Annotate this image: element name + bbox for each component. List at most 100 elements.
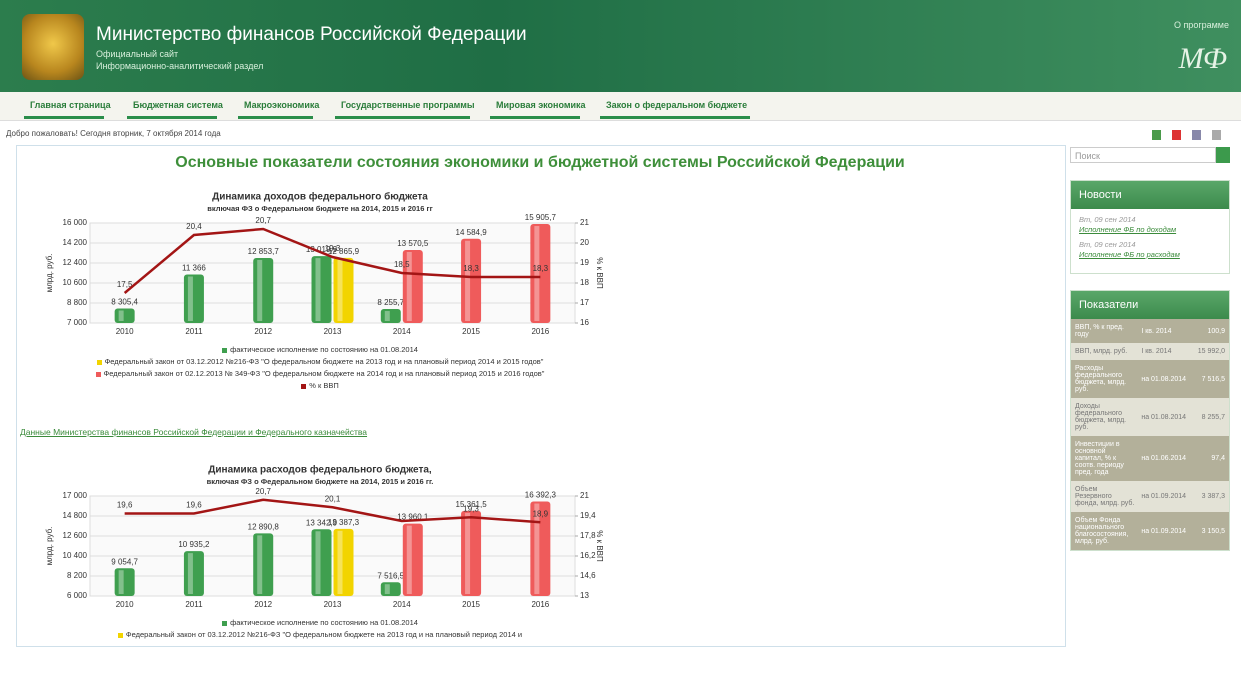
bar-value-label: 12 890,8 bbox=[248, 522, 280, 531]
icon-tree[interactable] bbox=[1192, 130, 1201, 140]
legend-label: % к ВВП bbox=[309, 381, 339, 390]
bar-value-label: 13 019,9 bbox=[306, 245, 338, 254]
nav-item[interactable]: Мировая экономика bbox=[496, 100, 586, 110]
site-subtitle: Официальный сайт bbox=[96, 49, 179, 59]
indicator-row: Инвестиции в основной капитал, % к соотв… bbox=[1071, 436, 1229, 481]
x-tick-label: 2016 bbox=[531, 327, 549, 335]
line-value-label: 18,5 bbox=[394, 260, 410, 269]
bar bbox=[402, 249, 423, 323]
bar-shine bbox=[257, 259, 263, 321]
nav-item[interactable]: Государственные программы bbox=[341, 100, 475, 110]
bar bbox=[183, 551, 204, 596]
news-link[interactable]: Исполнение ФБ по расходам bbox=[1079, 250, 1180, 259]
nav-underline bbox=[127, 116, 217, 119]
line-value-label: 20,1 bbox=[325, 494, 341, 503]
search-input[interactable]: Поиск bbox=[1070, 147, 1216, 163]
x-tick-label: 2012 bbox=[254, 327, 272, 335]
x-tick-label: 2013 bbox=[324, 600, 342, 608]
plot-area bbox=[89, 495, 576, 597]
line-value-label: 17,5 bbox=[117, 280, 133, 289]
bar-shine bbox=[337, 530, 343, 594]
indicator-cell: I кв. 2014 bbox=[1141, 348, 1172, 355]
indicator-cell: на 01.08.2014 bbox=[1141, 413, 1187, 421]
bar bbox=[380, 309, 401, 323]
y-tick-label: 7 000 bbox=[67, 318, 88, 327]
legend-swatch bbox=[222, 620, 228, 626]
indicator-row: ВВП, % к пред. году I кв. 2014 100,9 bbox=[1071, 319, 1229, 343]
legend: фактическое исполнение по состоянию на 0… bbox=[80, 618, 560, 642]
indicator-row: Объем Резервного фонда, млрд. руб. на 01.… bbox=[1071, 481, 1229, 512]
line-value-label: 19,6 bbox=[117, 501, 133, 510]
y-tick-label: 14 800 bbox=[63, 511, 88, 520]
bar bbox=[333, 257, 354, 323]
y-tick-label: 12 400 bbox=[63, 258, 88, 267]
icon-excel[interactable] bbox=[1152, 130, 1161, 140]
news-title: Новости bbox=[1071, 181, 1229, 209]
chart-title: Динамика расходов федерального бюджета, bbox=[208, 464, 432, 476]
bar-shine bbox=[384, 584, 390, 594]
indicators-box: Показатели ВВП, % к пред. году I кв. 2014… bbox=[1070, 290, 1230, 551]
bar-value-label: 8 305,4 bbox=[111, 298, 138, 307]
page: Министерство финансов Российской Федерац… bbox=[0, 0, 1241, 647]
indicator-cell: 97,4 bbox=[1211, 455, 1226, 462]
nav-item[interactable]: Главная страница bbox=[30, 100, 111, 110]
bar-value-label: 13 960,1 bbox=[397, 513, 429, 522]
x-tick-label: 2012 bbox=[254, 600, 272, 608]
y-tick-label: 14 200 bbox=[63, 238, 88, 247]
emblem bbox=[22, 14, 84, 80]
bar bbox=[380, 582, 401, 596]
nav-item[interactable]: Бюджетная система bbox=[133, 100, 223, 110]
line-value-label: 18,3 bbox=[533, 264, 549, 273]
x-tick-label: 2011 bbox=[185, 600, 203, 608]
y2-tick-label: 19 bbox=[580, 258, 589, 267]
nav-underline bbox=[490, 116, 580, 119]
indicator-cell: Доходы федерального бюджета, млрд. руб. bbox=[1075, 403, 1127, 431]
bar-shine bbox=[187, 276, 193, 321]
indicator-cell: Инвестиции в основной капитал, % к соотв… bbox=[1075, 441, 1124, 476]
bar bbox=[402, 523, 423, 596]
search-button[interactable] bbox=[1216, 147, 1230, 163]
bar-shine bbox=[406, 525, 412, 594]
y-tick-label: 16 000 bbox=[63, 218, 88, 227]
chart: Динамика расходов федерального бюджета, в… bbox=[20, 458, 620, 698]
news-box: Новости Вт, 09 сен 2014 Исполнение ФБ по… bbox=[1070, 180, 1230, 274]
x-tick-label: 2011 bbox=[185, 327, 203, 335]
bar bbox=[530, 224, 551, 323]
y2-tick-label: 18 bbox=[580, 278, 589, 287]
nav-item[interactable]: Закон о федеральном бюджете bbox=[606, 100, 748, 110]
news-link[interactable]: Исполнение ФБ по доходам bbox=[1079, 225, 1177, 234]
about-link[interactable]: О программе bbox=[1173, 20, 1229, 30]
icon-pdf[interactable] bbox=[1172, 130, 1181, 140]
y2-tick-label: 14,6 bbox=[580, 571, 596, 580]
y2-tick-label: 16 bbox=[580, 318, 589, 327]
line-value-label: 18,9 bbox=[533, 509, 549, 518]
bar-shine bbox=[534, 226, 540, 321]
legend-item: Федеральный закон от 02.12.2013 № 349-ФЗ… bbox=[80, 369, 560, 379]
legend-item: фактическое исполнение по состоянию на 0… bbox=[80, 618, 560, 628]
page-heading: Основные показатели состояния экономики … bbox=[175, 154, 905, 171]
x-tick-label: 2015 bbox=[462, 600, 480, 608]
icon-edit[interactable] bbox=[1212, 130, 1221, 140]
indicator-cell: I кв. 2014 bbox=[1141, 327, 1172, 335]
legend-label: фактическое исполнение по состоянию на 0… bbox=[230, 618, 418, 627]
legend-swatch bbox=[117, 632, 123, 638]
bar-shine bbox=[406, 251, 412, 321]
bar-value-label: 13 342,9 bbox=[306, 518, 338, 527]
y-tick-label: 12 600 bbox=[63, 531, 88, 540]
line-value-label: 19,3 bbox=[463, 504, 479, 513]
legend-item: % к ВВП bbox=[80, 381, 560, 391]
line bbox=[123, 227, 541, 294]
nav-item[interactable]: Макроэкономика bbox=[244, 100, 320, 110]
line bbox=[124, 498, 541, 524]
header: Министерство финансов Российской Федерац… bbox=[0, 0, 1241, 92]
y2-tick-label: 20 bbox=[580, 238, 589, 247]
source-link[interactable]: Данные Министерства финансов Российской … bbox=[20, 427, 368, 437]
x-tick-label: 2010 bbox=[116, 327, 134, 335]
y-tick-label: 10 400 bbox=[63, 551, 88, 560]
legend-item: Федеральный закон от 03.12.2012 №216-ФЗ … bbox=[80, 630, 560, 640]
chart-title: Динамика доходов федерального бюджета bbox=[212, 191, 428, 203]
y-tick-label: 17 000 bbox=[63, 491, 88, 500]
nav-underline bbox=[335, 116, 470, 119]
legend-label: Федеральный закон от 02.12.2013 № 349-ФЗ… bbox=[103, 369, 545, 378]
bar-shine bbox=[315, 531, 321, 594]
